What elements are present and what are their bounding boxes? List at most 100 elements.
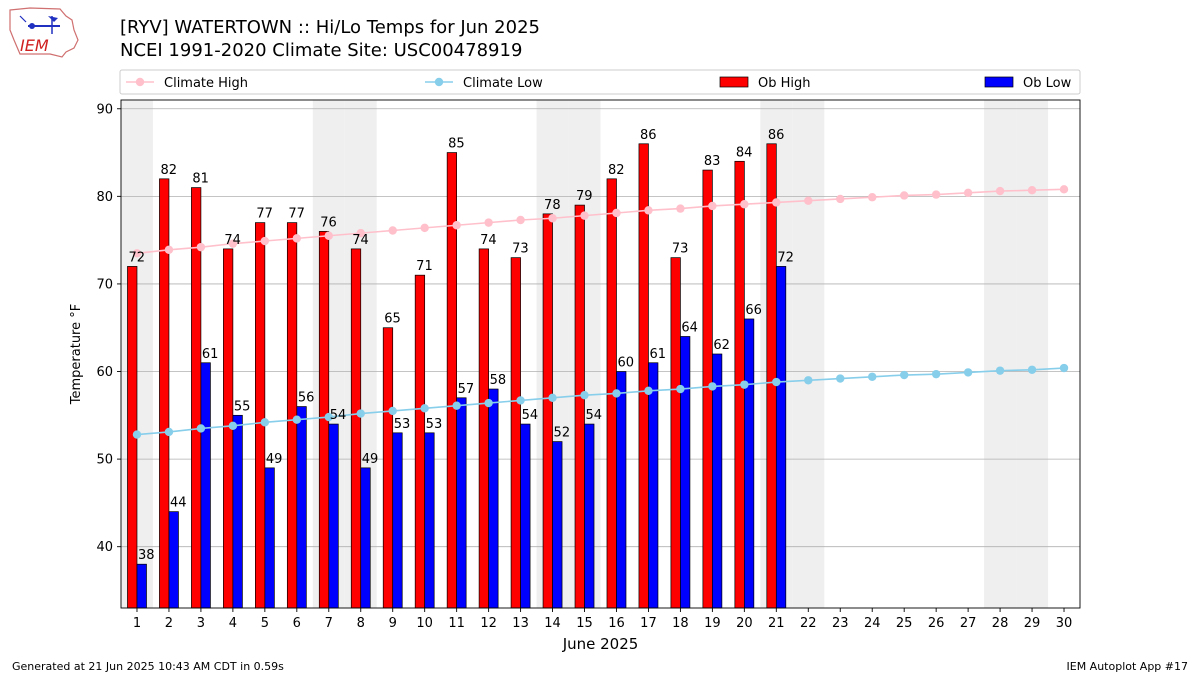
- ytick-label-50: 50: [96, 453, 113, 468]
- ob-high-bar-15: [574, 204, 585, 609]
- ob-low-label-8: 49: [362, 452, 379, 467]
- climate-high-point-26: [931, 190, 941, 199]
- ob-low-label-6: 56: [298, 391, 315, 406]
- ob-low-bar-8: [360, 467, 371, 609]
- ob-high-label-17: 86: [640, 128, 657, 143]
- climate-low-point-30: [1059, 363, 1069, 373]
- ob-high-bar-2: [159, 178, 170, 609]
- ob-low-bar-6: [296, 406, 307, 609]
- climate-low-point-11: [452, 401, 461, 410]
- ob-high-label-15: 79: [576, 189, 593, 204]
- ob-high-label-14: 78: [544, 198, 561, 213]
- ob-low-bar-7: [328, 423, 339, 609]
- climate-high-point-19: [708, 201, 717, 211]
- ob-low-label-19: 62: [713, 338, 730, 353]
- ytick-label-70: 70: [96, 277, 113, 292]
- climate-low-point-10: [420, 404, 429, 413]
- ob-low-bar-2: [168, 511, 179, 609]
- ob-high-bar-6: [286, 222, 298, 609]
- ob-high-label-16: 82: [608, 163, 625, 178]
- ob-low-bar-19: [712, 353, 723, 609]
- climate-low-point-24: [868, 372, 877, 381]
- climate-high-point-27: [963, 188, 973, 198]
- climate-high-point-6: [292, 234, 302, 243]
- xtick-label-10: 10: [416, 616, 433, 631]
- xtick-label-2: 2: [165, 616, 173, 631]
- ob-low-label-15: 54: [586, 408, 603, 423]
- climate-high-point-7: [324, 231, 333, 240]
- climate-high-point-3: [196, 242, 206, 252]
- xtick-label-3: 3: [197, 616, 205, 631]
- ob-low-label-5: 49: [266, 452, 283, 467]
- ob-high-label-1: 72: [128, 250, 145, 265]
- climate-low-point-23: [836, 374, 845, 383]
- ob-low-label-18: 64: [681, 320, 698, 335]
- ob-low-bar-14: [552, 441, 563, 609]
- ob-low-label-13: 54: [522, 408, 539, 423]
- climate-low-point-20: [740, 380, 749, 389]
- xtick-label-14: 14: [544, 616, 561, 631]
- climate-high-point-22: [804, 196, 813, 205]
- ob-low-label-11: 57: [458, 382, 475, 397]
- legend-frame: [119, 69, 1081, 95]
- xtick-label-4: 4: [229, 616, 237, 631]
- climate-low-point-25: [899, 370, 909, 380]
- xtick-label-17: 17: [640, 616, 657, 631]
- climate-low-point-29: [1027, 365, 1037, 374]
- climate-high-point-11: [452, 221, 461, 230]
- xtick-label-9: 9: [389, 616, 397, 631]
- ob-low-label-1: 38: [138, 548, 155, 563]
- ob-high-label-12: 74: [480, 233, 497, 248]
- legend: Climate High Climate Low Ob High Ob Low: [119, 69, 1081, 95]
- xtick-label-19: 19: [704, 616, 721, 631]
- climate-high-point-15: [580, 211, 589, 220]
- logo-text: IEM: [20, 36, 49, 55]
- ob-low-label-4: 55: [234, 399, 251, 414]
- legend-climate-low-marker: [434, 77, 444, 87]
- ob-low-bar-20: [743, 318, 755, 609]
- ob-low-bar-21: [775, 266, 787, 609]
- legend-ob-high-swatch: [719, 76, 749, 88]
- ob-low-bar-4: [232, 414, 243, 609]
- xtick-label-29: 29: [1024, 616, 1041, 631]
- climate-high-point-2: [164, 245, 174, 254]
- climate-high-point-28: [995, 186, 1005, 196]
- climate-high-point-29: [1027, 186, 1037, 195]
- ob-high-label-19: 83: [704, 154, 721, 169]
- ob-low-label-16: 60: [617, 356, 634, 371]
- xtick-label-25: 25: [896, 616, 913, 631]
- iem-logo: IEM: [9, 7, 79, 58]
- ob-low-bar-3: [200, 362, 211, 609]
- ob-high-bar-13: [510, 257, 521, 609]
- ob-high-bar-14: [542, 213, 553, 609]
- legend-ob-low-swatch: [984, 76, 1014, 88]
- climate-low-point-3: [196, 424, 206, 433]
- climate-low-point-26: [931, 369, 941, 379]
- xtick-label-12: 12: [480, 616, 497, 631]
- plot-frame: [120, 99, 1081, 609]
- climate-high-point-1: [132, 249, 142, 258]
- xtick-label-26: 26: [928, 616, 945, 631]
- xtick-label-30: 30: [1056, 616, 1073, 631]
- climate-low-point-16: [612, 389, 621, 398]
- ob-low-bar-18: [680, 336, 691, 609]
- ob-low-label-2: 44: [170, 496, 187, 511]
- xtick-label-23: 23: [832, 616, 849, 631]
- climate-high-point-12: [484, 218, 493, 227]
- ob-low-label-9: 53: [394, 417, 411, 432]
- climate-high-point-5: [260, 236, 270, 246]
- ob-low-label-10: 53: [426, 417, 443, 432]
- ob-high-label-13: 73: [512, 242, 529, 257]
- climate-high-point-30: [1059, 185, 1069, 194]
- climate-low-point-28: [995, 366, 1005, 375]
- weekend-shade-29: [1016, 100, 1049, 608]
- xtick-label-13: 13: [512, 616, 529, 631]
- ob-high-bar-8: [350, 248, 362, 609]
- legend-climate-high-label: Climate High: [164, 76, 248, 91]
- ob-high-bar-21: [766, 143, 777, 609]
- climate-high-point-23: [836, 194, 845, 204]
- climate-low-point-17: [644, 386, 653, 395]
- ob-low-label-14: 52: [554, 426, 571, 441]
- legend-climate-high-marker: [135, 77, 145, 87]
